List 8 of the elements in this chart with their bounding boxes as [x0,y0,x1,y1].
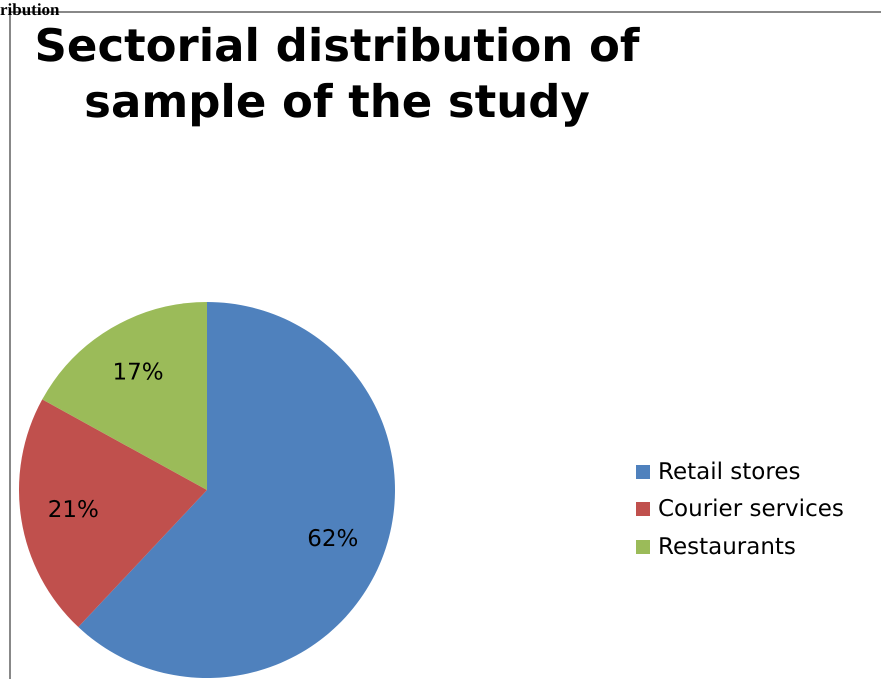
text: ribution [0,0,60,20]
chart-title: Sectorial distribution of sample of the study [34,18,641,130]
data-label: 62% [307,526,358,552]
legend-label: Courier services [658,496,844,522]
data-label: 21% [48,497,99,524]
legend-label: Restaurants [658,534,796,560]
data-label: 17% [112,359,164,386]
legend-label: Retail stores [658,458,800,485]
